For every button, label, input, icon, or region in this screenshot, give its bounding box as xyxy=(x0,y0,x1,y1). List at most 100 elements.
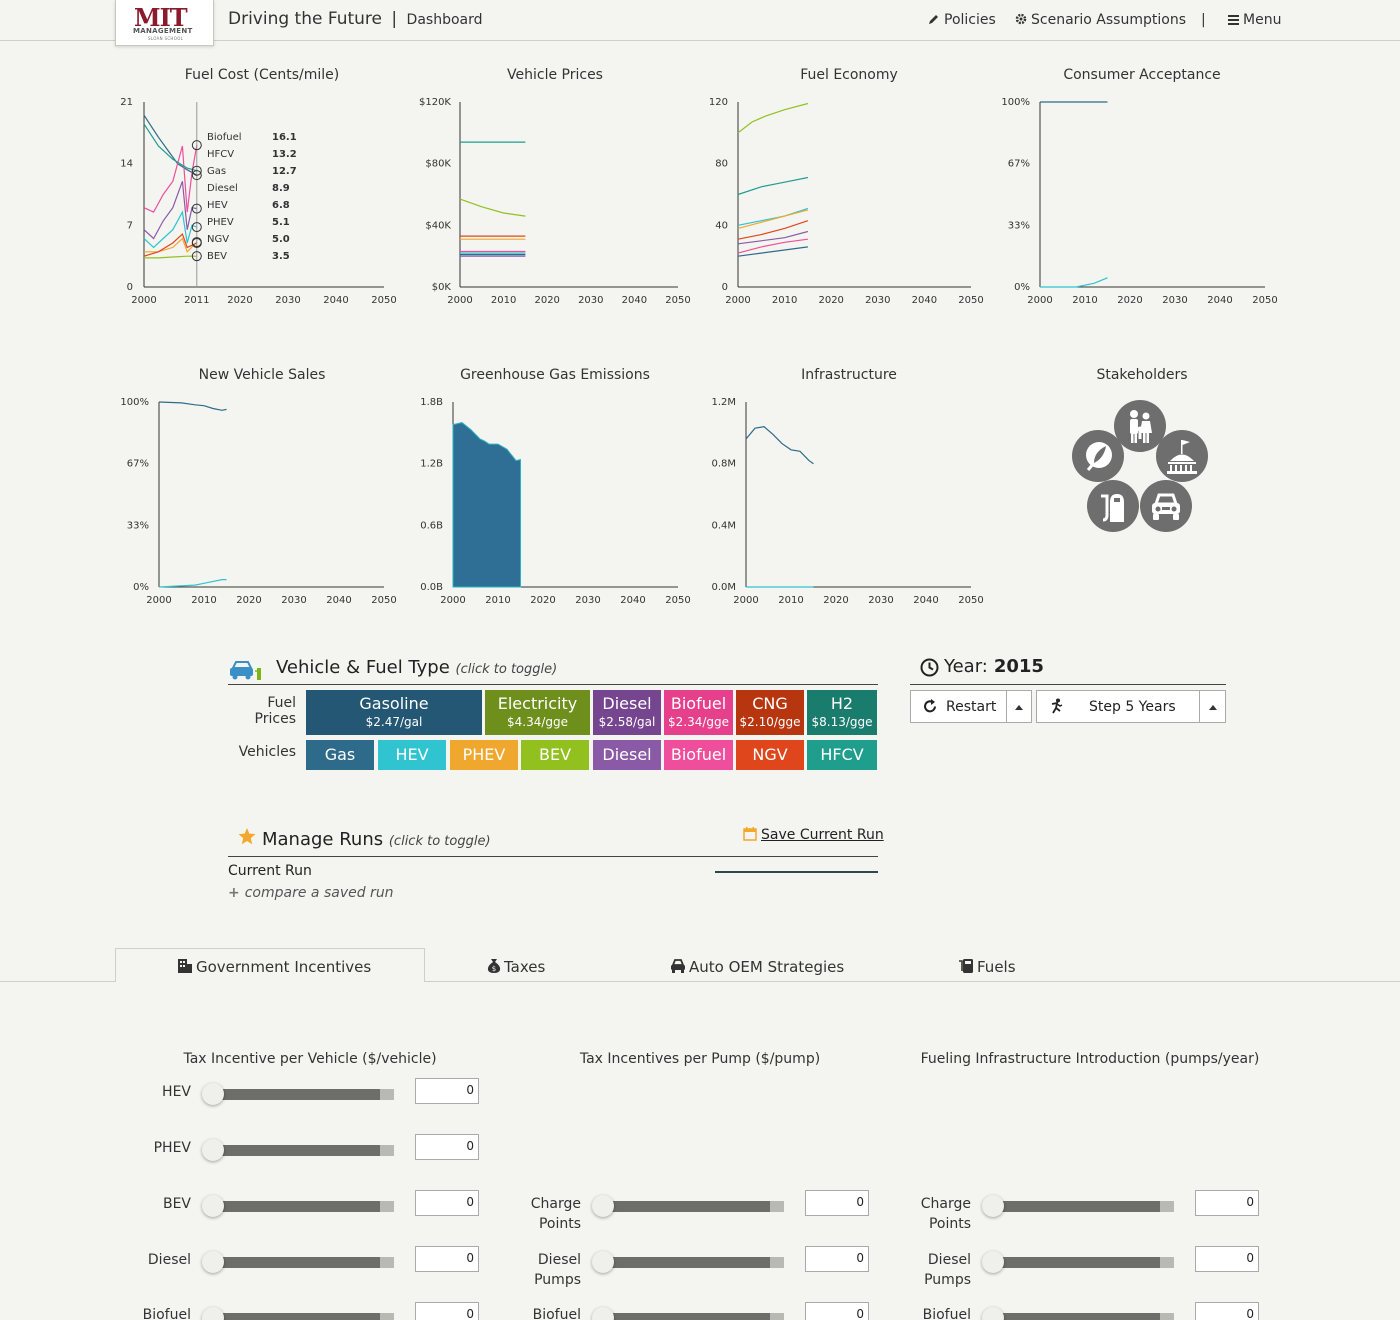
biofuel-vehicle-incentive-input[interactable]: 0 xyxy=(415,1302,479,1320)
infrastructure-chart-title: Infrastructure xyxy=(801,367,897,383)
biofuel-pump-incentive-slider-track[interactable] xyxy=(604,1313,784,1320)
step-5-years-button[interactable]: Step 5 Years xyxy=(1036,690,1200,723)
restart-button[interactable]: Restart xyxy=(910,690,1007,723)
diesel-pumps-pump-incentive-slider-track[interactable] xyxy=(604,1257,784,1268)
fuel_cost-x-tick-label: 2050 xyxy=(371,295,396,306)
incentive-row-label: Diesel Pumps xyxy=(924,1252,971,1288)
fuel-biofuel-toggle[interactable]: Biofuel $2.34/gge xyxy=(664,690,733,735)
vehicle-hfcv-toggle[interactable]: HFCV xyxy=(807,740,877,770)
bev-vehicle-incentive-slider-track[interactable] xyxy=(214,1201,394,1212)
nav-scenario-assumptions-link[interactable]: Scenario Assumptions xyxy=(1015,12,1186,28)
diesel-pumps-introduction-slider-handle[interactable] xyxy=(982,1251,1004,1273)
fuel-gasoline-toggle[interactable]: Gasoline $2.47/gal xyxy=(306,690,482,735)
vehicle-biofuel-toggle[interactable]: Biofuel xyxy=(664,740,733,770)
tab-government-incentives[interactable]: Government Incentives xyxy=(177,958,371,976)
diesel-pumps-introduction-input[interactable]: 0 xyxy=(1195,1246,1259,1272)
stakeholder-consumers-family-icon[interactable] xyxy=(1114,400,1166,452)
biofuel-introduction-input[interactable]: 0 xyxy=(1195,1302,1259,1320)
bev-vehicle-incentive-input[interactable]: 0 xyxy=(415,1190,479,1216)
hev-vehicle-incentive-input[interactable]: 0 xyxy=(415,1078,479,1104)
tab-label: Fuels xyxy=(977,958,1016,976)
tab-auto-oem-strategies[interactable]: Auto OEM Strategies xyxy=(670,958,844,976)
fuel-cost-legend-name: HEV xyxy=(207,200,228,211)
fuel-h2-toggle[interactable]: H2 $8.13/gge xyxy=(807,690,877,735)
fuel_cost-line-diesel xyxy=(143,181,197,240)
vehicle-gas-toggle[interactable]: Gas xyxy=(306,740,374,770)
biofuel-pump-incentive-input[interactable]: 0 xyxy=(805,1302,869,1320)
charge-points-pump-incentive-input[interactable]: 0 xyxy=(805,1190,869,1216)
charge-points-introduction-input[interactable]: 0 xyxy=(1195,1190,1259,1216)
consumer_acceptance-y-tick-label: 0% xyxy=(1014,282,1030,293)
charge-points-introduction-slider-handle[interactable] xyxy=(982,1195,1004,1217)
charge-points-pump-incentive-slider-track[interactable] xyxy=(604,1201,784,1212)
infrastructure-x-tick-label: 2020 xyxy=(823,595,848,606)
biofuel-pump-incentive-slider-handle[interactable] xyxy=(592,1307,614,1320)
compare-saved-run-link[interactable]: + compare a saved run xyxy=(228,885,394,901)
tab-label: Taxes xyxy=(504,958,546,976)
nav-assumptions-label: Scenario Assumptions xyxy=(1031,12,1186,28)
fuel-electricity-toggle[interactable]: Electricity $4.34/gge xyxy=(485,690,590,735)
ghg-x-tick-label: 2000 xyxy=(440,595,465,606)
hev-vehicle-incentive-slider-handle[interactable] xyxy=(202,1083,224,1105)
step-dropdown-button[interactable] xyxy=(1199,690,1226,723)
phev-vehicle-incentive-slider-handle[interactable] xyxy=(202,1139,224,1161)
tab-taxes[interactable]: $ Taxes xyxy=(487,958,545,976)
nav-menu-button[interactable]: Menu xyxy=(1228,12,1281,28)
new_vehicle_sales-y-tick-label: 100% xyxy=(120,397,149,408)
tab-fuels[interactable]: Fuels xyxy=(958,958,1016,976)
compare-label: compare a saved run xyxy=(244,885,394,901)
manage-runs-divider xyxy=(228,856,878,857)
diesel-pumps-pump-incentive-slider-handle[interactable] xyxy=(592,1251,614,1273)
vehicle-ngv-toggle[interactable]: NGV xyxy=(736,740,804,770)
phev-vehicle-incentive-input[interactable]: 0 xyxy=(415,1134,479,1160)
fuel_economy-line-biofuel xyxy=(737,238,808,254)
ghg-y-tick-label: 1.2B xyxy=(420,459,443,470)
phev-vehicle-incentive-slider-track[interactable] xyxy=(214,1145,394,1156)
calendar-icon xyxy=(743,827,757,841)
diesel-pumps-pump-incentive-input[interactable]: 0 xyxy=(805,1246,869,1272)
diesel-vehicle-incentive-slider-handle[interactable] xyxy=(202,1251,224,1273)
vehicle-fuel-toggle[interactable]: Vehicle & Fuel Type (click to toggle) xyxy=(276,657,557,678)
bev-vehicle-incentive-slider-handle[interactable] xyxy=(202,1195,224,1217)
restart-dropdown-button[interactable] xyxy=(1006,690,1032,723)
save-current-run-link[interactable]: Save Current Run xyxy=(761,827,884,843)
biofuel-introduction-slider-handle[interactable] xyxy=(982,1307,1004,1320)
tab-government-incentives-active[interactable] xyxy=(115,948,425,982)
hev-vehicle-incentive-slider-track[interactable] xyxy=(214,1089,394,1100)
vehicle-phev-toggle[interactable]: PHEV xyxy=(450,740,518,770)
diesel-vehicle-incentive-slider-track[interactable] xyxy=(214,1257,394,1268)
stakeholder-government-icon[interactable] xyxy=(1156,430,1208,482)
fuel-cost-marker-gas xyxy=(191,170,202,181)
fuel-diesel-toggle[interactable]: Diesel $2.58/gal xyxy=(593,690,661,735)
fuel-name: Gasoline xyxy=(359,694,429,713)
incentive-row-label: Biofuel xyxy=(532,1307,581,1320)
hamburger-icon xyxy=(1228,15,1239,25)
fuel_economy-line-ngv xyxy=(737,220,809,240)
consumer_acceptance-y-tick-label: 33% xyxy=(1008,220,1030,231)
diesel-pumps-introduction-slider-track[interactable] xyxy=(994,1257,1174,1268)
diesel-vehicle-incentive-input[interactable]: 0 xyxy=(415,1246,479,1272)
manage-runs-toggle[interactable]: Manage Runs (click to toggle) xyxy=(262,829,491,850)
mit-sloan-logo[interactable]: MIT MANAGEMENT SLOAN SCHOOL xyxy=(115,0,214,46)
charge-points-introduction-slider-track[interactable] xyxy=(994,1201,1174,1212)
incentive-row-label: HEV xyxy=(162,1084,191,1100)
vehicle-bev-toggle[interactable]: BEV xyxy=(521,740,589,770)
vehicle-diesel-toggle[interactable]: Diesel xyxy=(593,740,661,770)
infrastructure-y-tick-label: 0.8M xyxy=(711,459,736,470)
nav-policies-link[interactable]: Policies xyxy=(928,12,996,28)
stakeholder-fuel-providers-fuel-pump-icon[interactable] xyxy=(1087,480,1139,532)
dashboard-charts[interactable]: 0 7 14 21 2000 2011 2020 2030 2040 2050 Biofuel 16.… xyxy=(0,0,1400,620)
vehicle-hev-toggle[interactable]: HEV xyxy=(378,740,446,770)
ghg-x-tick-label: 2010 xyxy=(485,595,510,606)
biofuel-vehicle-incentive-slider-handle[interactable] xyxy=(202,1307,224,1320)
stakeholder-automakers-car-icon[interactable] xyxy=(1140,480,1192,532)
stakeholder-environment-leaf-icon[interactable] xyxy=(1072,430,1124,482)
biofuel-introduction-slider-track[interactable] xyxy=(994,1313,1174,1320)
biofuel-vehicle-incentive-slider-track[interactable] xyxy=(214,1313,394,1320)
fuel-cng-toggle[interactable]: CNG $2.10/gge xyxy=(736,690,804,735)
vehicle_prices-x-tick-label: 2000 xyxy=(447,295,472,306)
consumer_acceptance-x-tick-label: 2020 xyxy=(1117,295,1142,306)
new_vehicle_sales-y-tick-label: 0% xyxy=(133,582,149,593)
fuel-cost-marker-ngv xyxy=(191,237,202,248)
charge-points-pump-incentive-slider-handle[interactable] xyxy=(592,1195,614,1217)
